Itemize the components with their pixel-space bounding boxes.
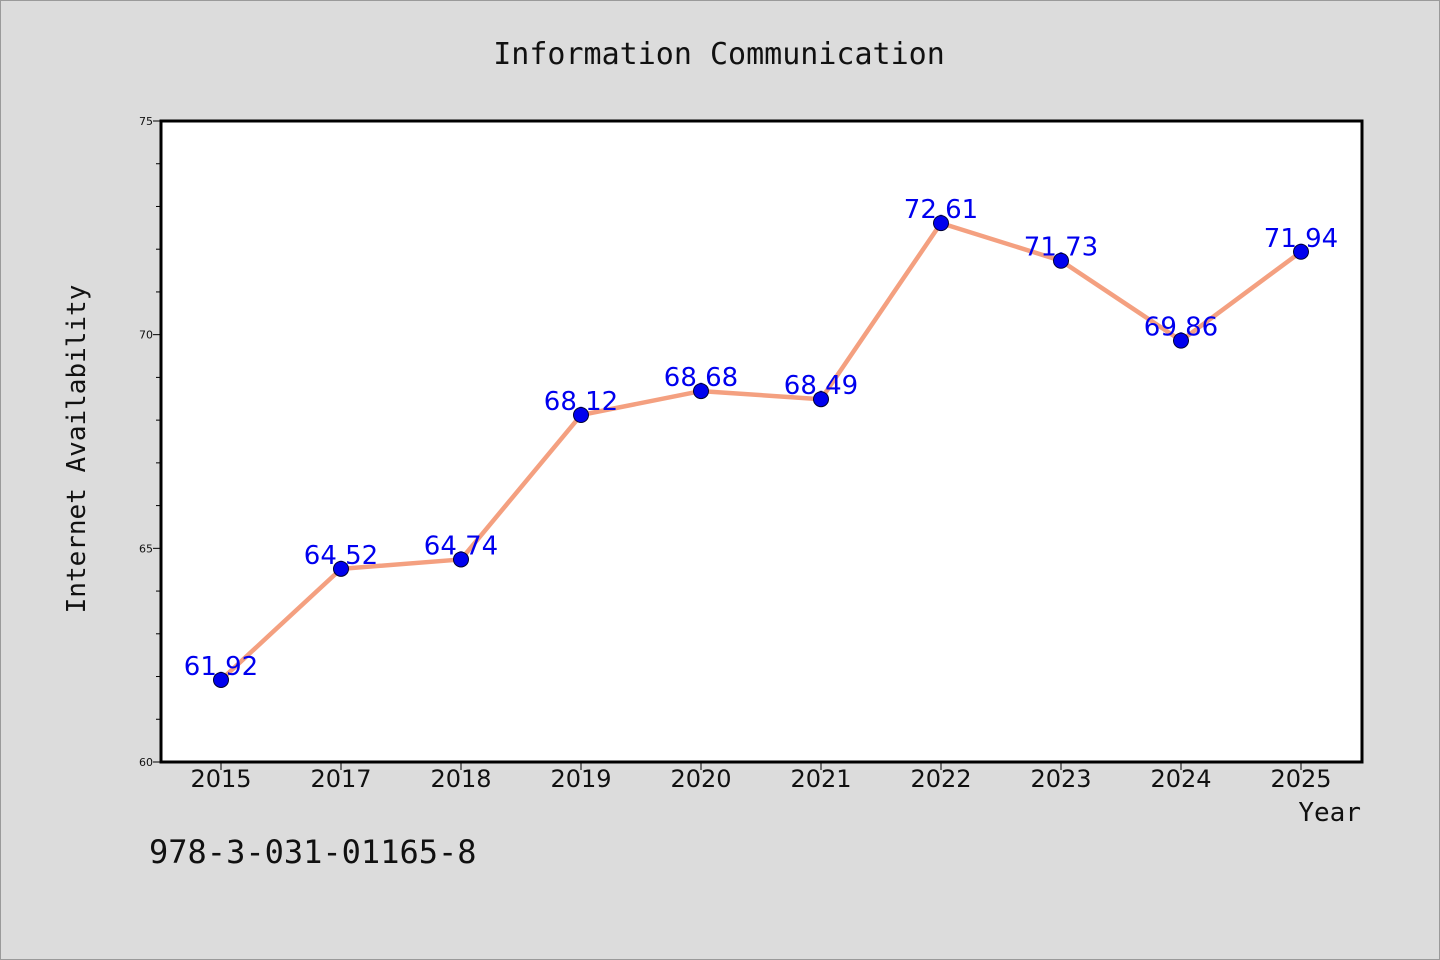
x-tick-label: 2018	[430, 765, 491, 793]
x-tick-label: 2015	[190, 765, 251, 793]
data-point	[1173, 332, 1189, 349]
data-point	[693, 383, 709, 400]
data-point	[573, 407, 589, 424]
y-axis-ticks: 60 65 70 75	[139, 115, 161, 769]
y-tick-label: 70	[139, 329, 153, 342]
isbn-caption: 978-3-031-01165-8	[149, 833, 477, 871]
data-point	[1293, 243, 1309, 260]
data-point	[213, 671, 229, 688]
series-line	[218, 220, 1304, 683]
x-axis-label: Year	[1298, 798, 1361, 828]
x-tick-label: 2019	[550, 765, 611, 793]
chart-title: Information Communication	[493, 37, 945, 72]
x-tick-label: 2022	[910, 765, 971, 793]
x-tick-label: 2024	[1150, 765, 1211, 793]
y-axis-label: Internet Availability	[62, 285, 92, 614]
x-tick-label: 2021	[790, 765, 851, 793]
y-tick-label: 60	[139, 756, 153, 769]
x-tick-label: 2023	[1030, 765, 1091, 793]
data-point	[453, 551, 469, 568]
y-tick-label: 65	[139, 542, 153, 555]
x-axis-ticks: 2015 2017 2018 2019 2020 2021 2022 2023 2024 2025	[190, 762, 1332, 793]
data-point	[1053, 252, 1069, 269]
y-tick-label: 75	[139, 115, 153, 128]
plot-area	[159, 119, 1364, 764]
data-point	[813, 391, 829, 408]
data-point	[933, 215, 949, 232]
x-tick-label: 2025	[1270, 765, 1331, 793]
x-tick-label: 2020	[670, 765, 731, 793]
x-tick-label: 2017	[310, 765, 371, 793]
data-point	[333, 560, 349, 577]
